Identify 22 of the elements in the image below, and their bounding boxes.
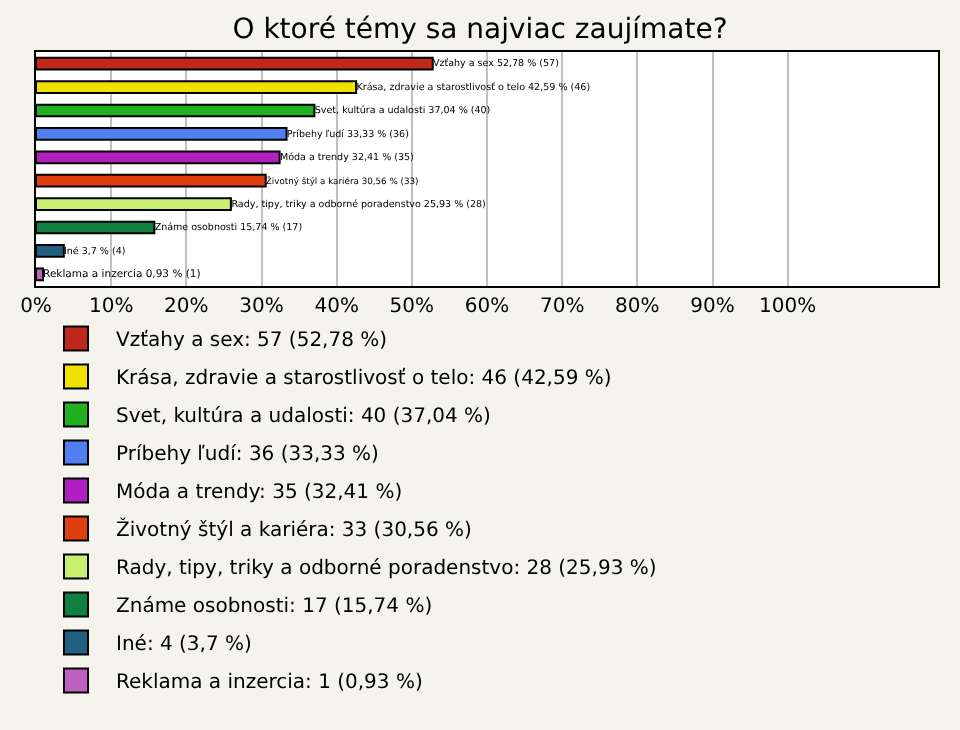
legend-label: Známe osobnosti: 17 (15,74 %) [116, 596, 433, 619]
legend-label: Vzťahy a sex: 57 (52,78 %) [116, 328, 388, 353]
legend-label: Rady, tipy, triky a odborné poradenstvo: 28 (25,93 %) [116, 558, 657, 581]
legend-label: Životný štýl a kariéra: 33 (30,56 %) [116, 516, 473, 543]
x-tick-label: 10% [88, 296, 134, 318]
legend-label: Krása, zdravie a starostlivosť o telo: 46 (42,59 %) [116, 366, 612, 391]
x-tick-label: 90% [690, 296, 735, 318]
x-tick-label: 100% [759, 296, 817, 318]
legend-label: Svet, kultúra a udalosti: 40 (37,04 %) [116, 406, 492, 429]
chart-title: O ktoré témy sa najviac zaujímate? [232, 13, 728, 46]
x-tick-label: 50% [389, 296, 435, 318]
x-tick-label: 40% [314, 296, 359, 318]
legend-label: Príbehy ľudí: 36 (33,33 %) [116, 444, 380, 467]
legend-label: Iné: 4 (3,7 %) [116, 634, 253, 657]
x-tick-label: 70% [539, 296, 585, 318]
x-tick-label: 0% [20, 296, 52, 318]
x-tick-label: 60% [464, 296, 510, 318]
x-tick-label: 20% [164, 296, 209, 318]
legend-label: Reklama a inzercia: 1 (0,93 %) [116, 672, 423, 695]
x-tick-label: 80% [615, 296, 660, 318]
legend-label: Móda a trendy: 35 (32,41 %) [116, 482, 403, 505]
x-tick-label: 30% [239, 296, 284, 318]
